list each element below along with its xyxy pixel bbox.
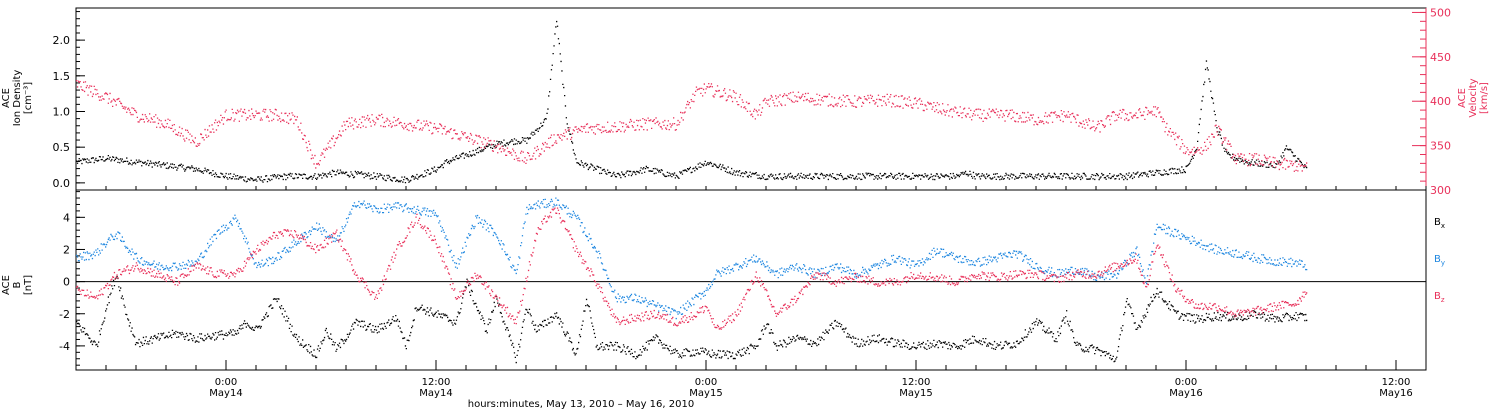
magnetic-field-panel: -4 -2 0 2 4 ACE B [nT] Bx By Bz	[1, 189, 1445, 371]
xtick-date-label: May14	[419, 388, 452, 399]
legend-bx: Bx	[1434, 217, 1445, 230]
velocity-ytick-label: 500	[1430, 6, 1451, 19]
density-ytick-label: 0.0	[53, 177, 71, 190]
ion-density-points	[76, 20, 1308, 184]
xtick-date-label: May15	[689, 388, 722, 399]
panel1-frame	[75, 7, 1427, 191]
xtick-date-label: May16	[1379, 388, 1412, 399]
xtick-time-label: 12:00	[902, 377, 931, 388]
xtick-date-label: May14	[209, 388, 242, 399]
velocity-ytick-label: 300	[1430, 184, 1451, 197]
density-ylabel-line: ACE	[1, 88, 12, 108]
bfield-ylabel-line: ACE	[1, 275, 12, 295]
xtick-time-label: 0:00	[695, 377, 717, 388]
x-axis-title: hours:minutes, May 13, 2010 – May 16, 20…	[468, 399, 694, 410]
xtick-time-label: 12:00	[422, 377, 451, 388]
velocity-points	[76, 80, 1308, 172]
bfield-ytick-label: 2	[63, 243, 70, 256]
velocity-ylabel-line: ACE	[1457, 88, 1468, 108]
density-ytick-label: 2.0	[53, 34, 71, 47]
legend-bz: Bz	[1434, 291, 1445, 304]
velocity-ytick-label: 400	[1430, 95, 1451, 108]
density-ylabel-line: [cm⁻³]	[23, 82, 34, 114]
xtick-date-label: May16	[1169, 388, 1202, 399]
x-axis: 0:00May1412:00May140:00May1512:00May150:…	[75, 186, 1427, 410]
xtick-time-label: 12:00	[1382, 377, 1411, 388]
by-points	[76, 197, 1308, 320]
density-ytick-label: 1.5	[53, 70, 71, 83]
bfield-ytick-label: -2	[59, 308, 70, 321]
xtick-date-label: May15	[899, 388, 932, 399]
density-ytick-label: 1.0	[53, 105, 71, 118]
xtick-time-label: 0:00	[215, 377, 237, 388]
density-ytick-label: 0.5	[53, 141, 71, 154]
bfield-ylabel-line: B	[12, 281, 23, 288]
bfield-ytick-label: 4	[63, 211, 70, 224]
panel2-frame	[75, 189, 1427, 371]
velocity-ytick-label: 350	[1430, 140, 1451, 153]
velocity-ytick-label: 450	[1430, 51, 1451, 64]
bfield-ytick-label: -4	[59, 340, 70, 353]
bx-points	[76, 275, 1308, 364]
bfield-ytick-label: 0	[63, 276, 70, 289]
bfield-ylabel-line: [nT]	[23, 275, 34, 295]
xtick-time-label: 0:00	[1175, 377, 1197, 388]
velocity-ylabel-line: [km/s]	[1479, 82, 1490, 114]
legend-by: By	[1434, 254, 1445, 267]
density-ylabel-line: Ion Density	[12, 70, 23, 127]
velocity-ylabel-line: Velocity	[1468, 78, 1479, 117]
